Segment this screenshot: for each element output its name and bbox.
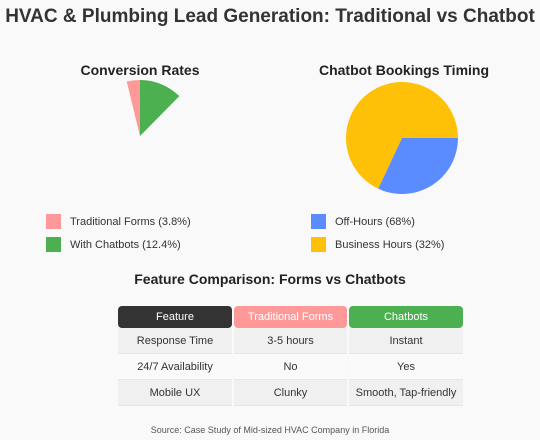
legend-label: With Chatbots (12.4%) <box>70 238 181 251</box>
slice-traditional-forms <box>126 80 140 136</box>
legend-item-off-hours: Off-Hours (68%) <box>311 214 415 229</box>
table-cell: Yes <box>349 354 463 380</box>
feature-comparison-table: Feature Traditional Forms Chatbots Respo… <box>116 306 465 406</box>
legend-label: Business Hours (32%) <box>335 238 445 251</box>
table-row: Mobile UX Clunky Smooth, Tap-friendly <box>118 380 463 406</box>
source-note: Source: Case Study of Mid-sized HVAC Com… <box>150 425 390 435</box>
legend-swatch <box>311 237 326 252</box>
page-title: HVAC & Plumbing Lead Generation: Traditi… <box>5 6 535 27</box>
table-header-row: Feature Traditional Forms Chatbots <box>118 306 463 328</box>
slice-off-hours <box>346 82 458 189</box>
table-cell: 3-5 hours <box>234 328 347 354</box>
legend-item-business-hours: Business Hours (32%) <box>311 237 444 252</box>
table-cell: Instant <box>349 328 463 354</box>
legend-item-traditional-forms: Traditional Forms (3.8%) <box>46 214 191 229</box>
table-cell: Smooth, Tap-friendly <box>349 380 463 406</box>
legend-label: Off-Hours (68%) <box>335 215 415 228</box>
comparison-title: Feature Comparison: Forms vs Chatbots <box>134 271 406 287</box>
header-traditional-forms: Traditional Forms <box>234 306 347 328</box>
legend-label: Traditional Forms (3.8%) <box>70 215 191 228</box>
legend-swatch <box>311 214 326 229</box>
table-cell: 24/7 Availability <box>118 354 232 380</box>
table-row: 24/7 Availability No Yes <box>118 354 463 380</box>
header-feature: Feature <box>118 306 232 328</box>
table-cell: No <box>234 354 347 380</box>
table-cell: Clunky <box>234 380 347 406</box>
slice-with-chatbots <box>140 80 180 136</box>
bookings-pie-chart <box>346 82 458 194</box>
table-cell: Mobile UX <box>118 380 232 406</box>
conversion-chart-title: Conversion Rates <box>80 62 200 78</box>
bookings-chart-title: Chatbot Bookings Timing <box>318 62 490 78</box>
conversion-pie-chart <box>126 80 180 136</box>
legend-item-with-chatbots: With Chatbots (12.4%) <box>46 237 181 252</box>
slice-business-hours <box>378 138 458 194</box>
table-row: Response Time 3-5 hours Instant <box>118 328 463 354</box>
table-cell: Response Time <box>118 328 232 354</box>
legend-swatch <box>46 214 61 229</box>
header-chatbots: Chatbots <box>349 306 463 328</box>
legend-swatch <box>46 237 61 252</box>
